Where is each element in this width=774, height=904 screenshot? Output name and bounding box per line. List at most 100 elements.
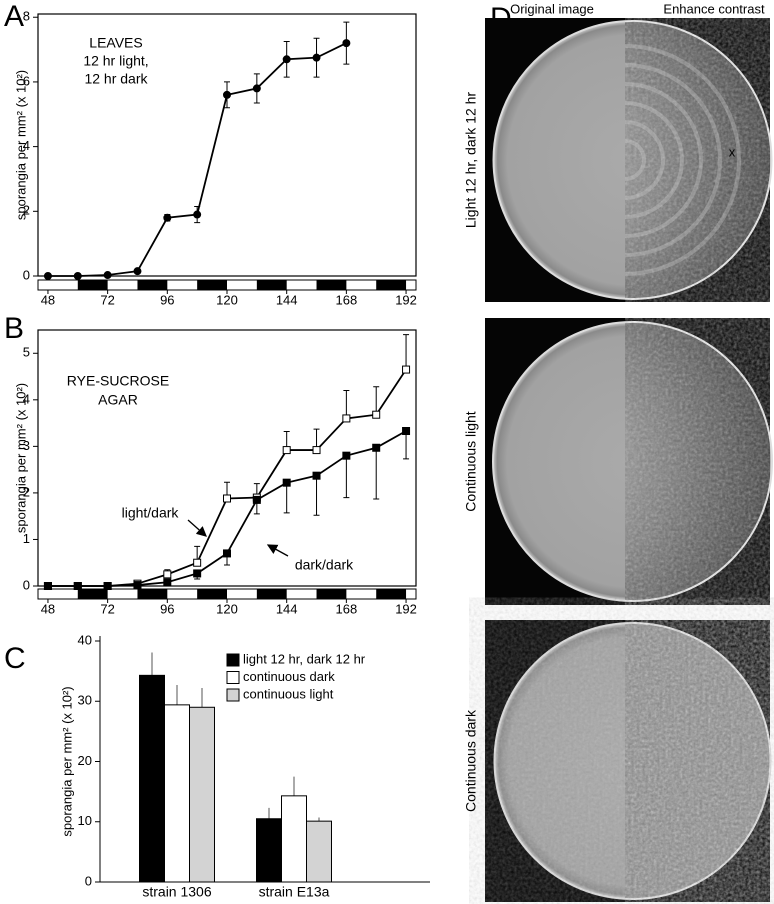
y-tick-label: 0 <box>23 267 30 282</box>
y-tick-label: 30 <box>78 693 92 708</box>
y-tick-label: 0 <box>85 873 92 888</box>
ring <box>625 63 722 257</box>
x-tick-label: 48 <box>41 601 55 616</box>
dark-period <box>137 280 168 290</box>
error-bar <box>283 482 290 514</box>
marker <box>312 471 321 480</box>
column-header: Enhance contrast <box>663 1 765 16</box>
legend-swatch <box>226 653 240 667</box>
x-tick-label: 168 <box>336 292 358 307</box>
y-tick-label: 3 <box>23 438 30 453</box>
error-bar <box>373 447 380 500</box>
marker <box>133 267 142 276</box>
bar <box>281 795 307 883</box>
marker <box>73 582 82 590</box>
legend-swatch <box>226 671 240 684</box>
x-tick-label: 192 <box>395 292 417 307</box>
marker <box>282 478 291 487</box>
plot-frame <box>37 13 417 277</box>
marker <box>133 581 142 590</box>
error-bar <box>313 475 320 516</box>
row-label: Continuous dark <box>463 709 479 812</box>
marker <box>282 55 291 64</box>
dark-period <box>316 280 347 290</box>
annotation: RYE-SUCROSE <box>67 373 169 389</box>
marker <box>163 570 172 579</box>
series-label: dark/dark <box>295 557 354 573</box>
bar <box>164 704 190 883</box>
y-tick-label: 2 <box>23 203 30 218</box>
marker <box>252 84 261 93</box>
dark-period <box>77 280 108 290</box>
x-tick-label: 72 <box>100 601 114 616</box>
marker <box>372 443 381 452</box>
ring <box>625 44 741 276</box>
x-tick-label: strain 1306 <box>142 884 211 900</box>
error-bar <box>403 334 410 370</box>
bar <box>189 706 215 883</box>
marker <box>402 427 411 436</box>
dark-period <box>197 280 227 290</box>
marker <box>342 414 351 423</box>
ring <box>625 120 665 200</box>
y-tick-label: 0 <box>23 577 30 592</box>
x-tick-label: 48 <box>41 292 55 307</box>
marker <box>103 582 112 590</box>
marker <box>193 558 202 567</box>
bar <box>306 820 332 883</box>
y-tick-label: 1 <box>23 531 30 546</box>
dark-period <box>77 589 108 599</box>
series-label: light/dark <box>122 505 180 521</box>
dark-period <box>256 280 287 290</box>
ring <box>625 139 646 181</box>
marker <box>73 272 82 280</box>
marker <box>103 271 112 280</box>
bar <box>139 674 165 883</box>
x-tick-label: 144 <box>276 601 298 616</box>
ring <box>625 82 703 238</box>
marker <box>342 39 351 48</box>
annotation: LEAVES <box>89 35 142 51</box>
marker <box>282 446 291 455</box>
y-axis-label: sporangia per mm² (x 10²) <box>13 70 28 220</box>
x-tick-label: 168 <box>336 601 358 616</box>
texture <box>625 23 770 297</box>
marker <box>193 210 202 219</box>
error-bar <box>373 386 380 415</box>
marker <box>163 213 172 222</box>
marker <box>342 451 351 460</box>
marker <box>43 272 52 280</box>
marker <box>223 549 231 558</box>
texture <box>496 625 769 897</box>
error-bar <box>343 455 350 499</box>
legend-label: light 12 hr, dark 12 hr <box>243 651 366 666</box>
y-axis-label: sporangia per mm² (x 10²) <box>59 686 74 836</box>
texture <box>625 324 770 599</box>
x-tick-label: 72 <box>100 292 114 307</box>
panel-letter: C <box>4 642 26 675</box>
label-arrow <box>266 544 289 557</box>
enhanced-half <box>625 18 770 302</box>
y-axis-label: sporangia per mm² (x 10²) <box>13 383 28 533</box>
legend-label: continuous light <box>243 686 334 701</box>
enhanced-half <box>625 318 770 605</box>
marker <box>312 53 321 62</box>
ring <box>625 101 684 219</box>
error-bar <box>343 390 350 419</box>
annotation: 12 hr light, <box>83 53 148 69</box>
photo-panel: D Original image Enhance contrast Light … <box>463 1 773 902</box>
legend-label: continuous dark <box>243 669 335 684</box>
dark-period <box>376 589 407 599</box>
label-arrow <box>187 519 207 537</box>
dark-period <box>376 280 407 290</box>
dark-period <box>197 589 227 599</box>
panel-letter: B <box>4 312 24 345</box>
marker <box>372 410 381 419</box>
row-label: Light 12 hr, dark 12 hr <box>463 92 479 229</box>
marker <box>223 90 231 99</box>
x-tick-label: 192 <box>395 601 417 616</box>
marker <box>223 494 231 503</box>
marker <box>312 446 321 455</box>
photo-mark: x <box>729 144 736 159</box>
marker <box>43 582 52 590</box>
